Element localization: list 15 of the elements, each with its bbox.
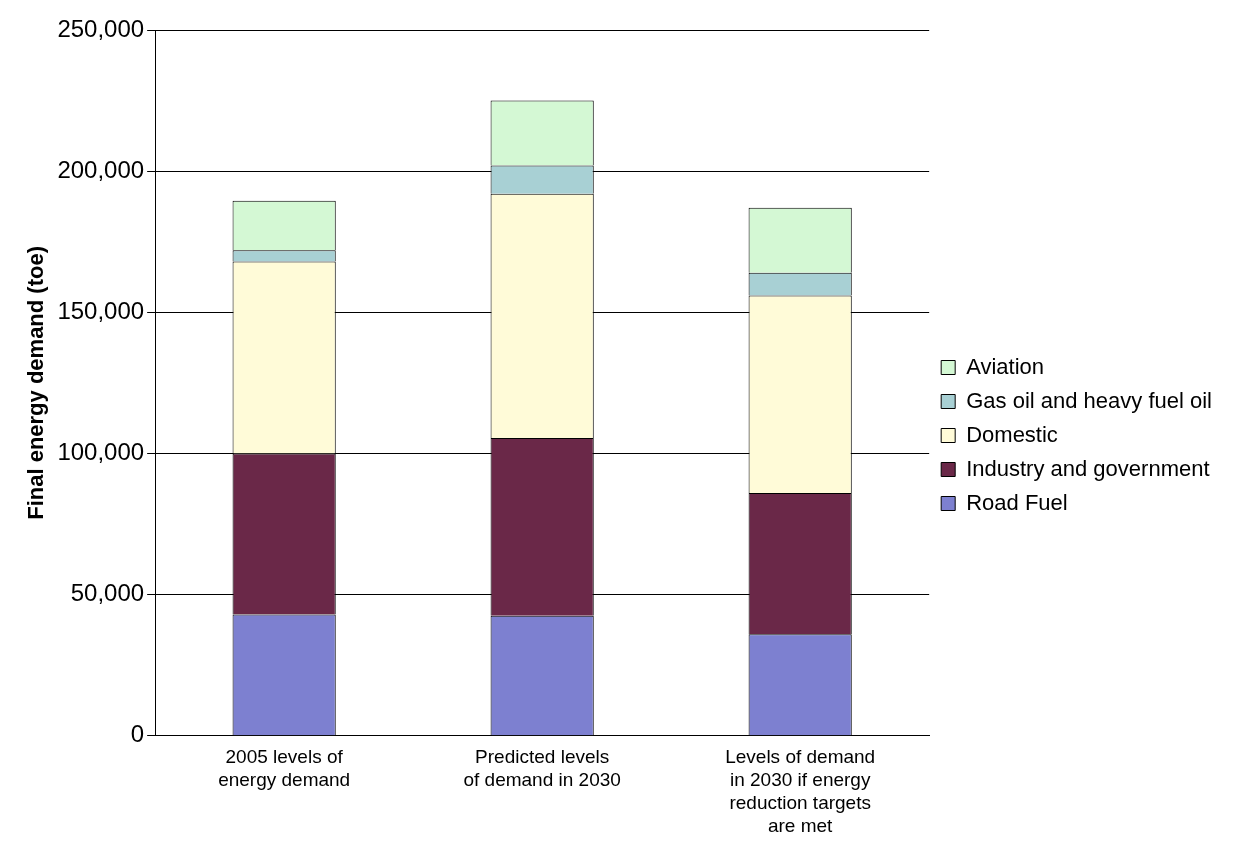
y-tick-label: 50,000: [70, 579, 145, 607]
legend-label: Road Fuel: [966, 489, 1068, 515]
legend-label: Domestic: [966, 421, 1058, 447]
y-tick-label: 100,000: [57, 438, 145, 466]
legend-label: Industry and government: [966, 455, 1210, 481]
y-axis-title: Final energy demand (toe): [23, 245, 49, 520]
legend-label: Gas oil and heavy fuel oil: [966, 387, 1213, 413]
y-tick-label: 250,000: [57, 14, 145, 42]
y-tick-label: 150,000: [57, 296, 145, 324]
x-tick-label: Levels of demand in 2030 if energy reduction targets are met: [725, 746, 876, 836]
legend-label: Aviation: [966, 353, 1045, 379]
x-tick-label: 2005 levels of energy demand: [218, 746, 351, 791]
y-tick-label: 200,000: [57, 155, 145, 183]
y-tick-label: 0: [130, 720, 145, 748]
x-tick-label: Predicted levels of demand in 2030: [463, 746, 621, 791]
